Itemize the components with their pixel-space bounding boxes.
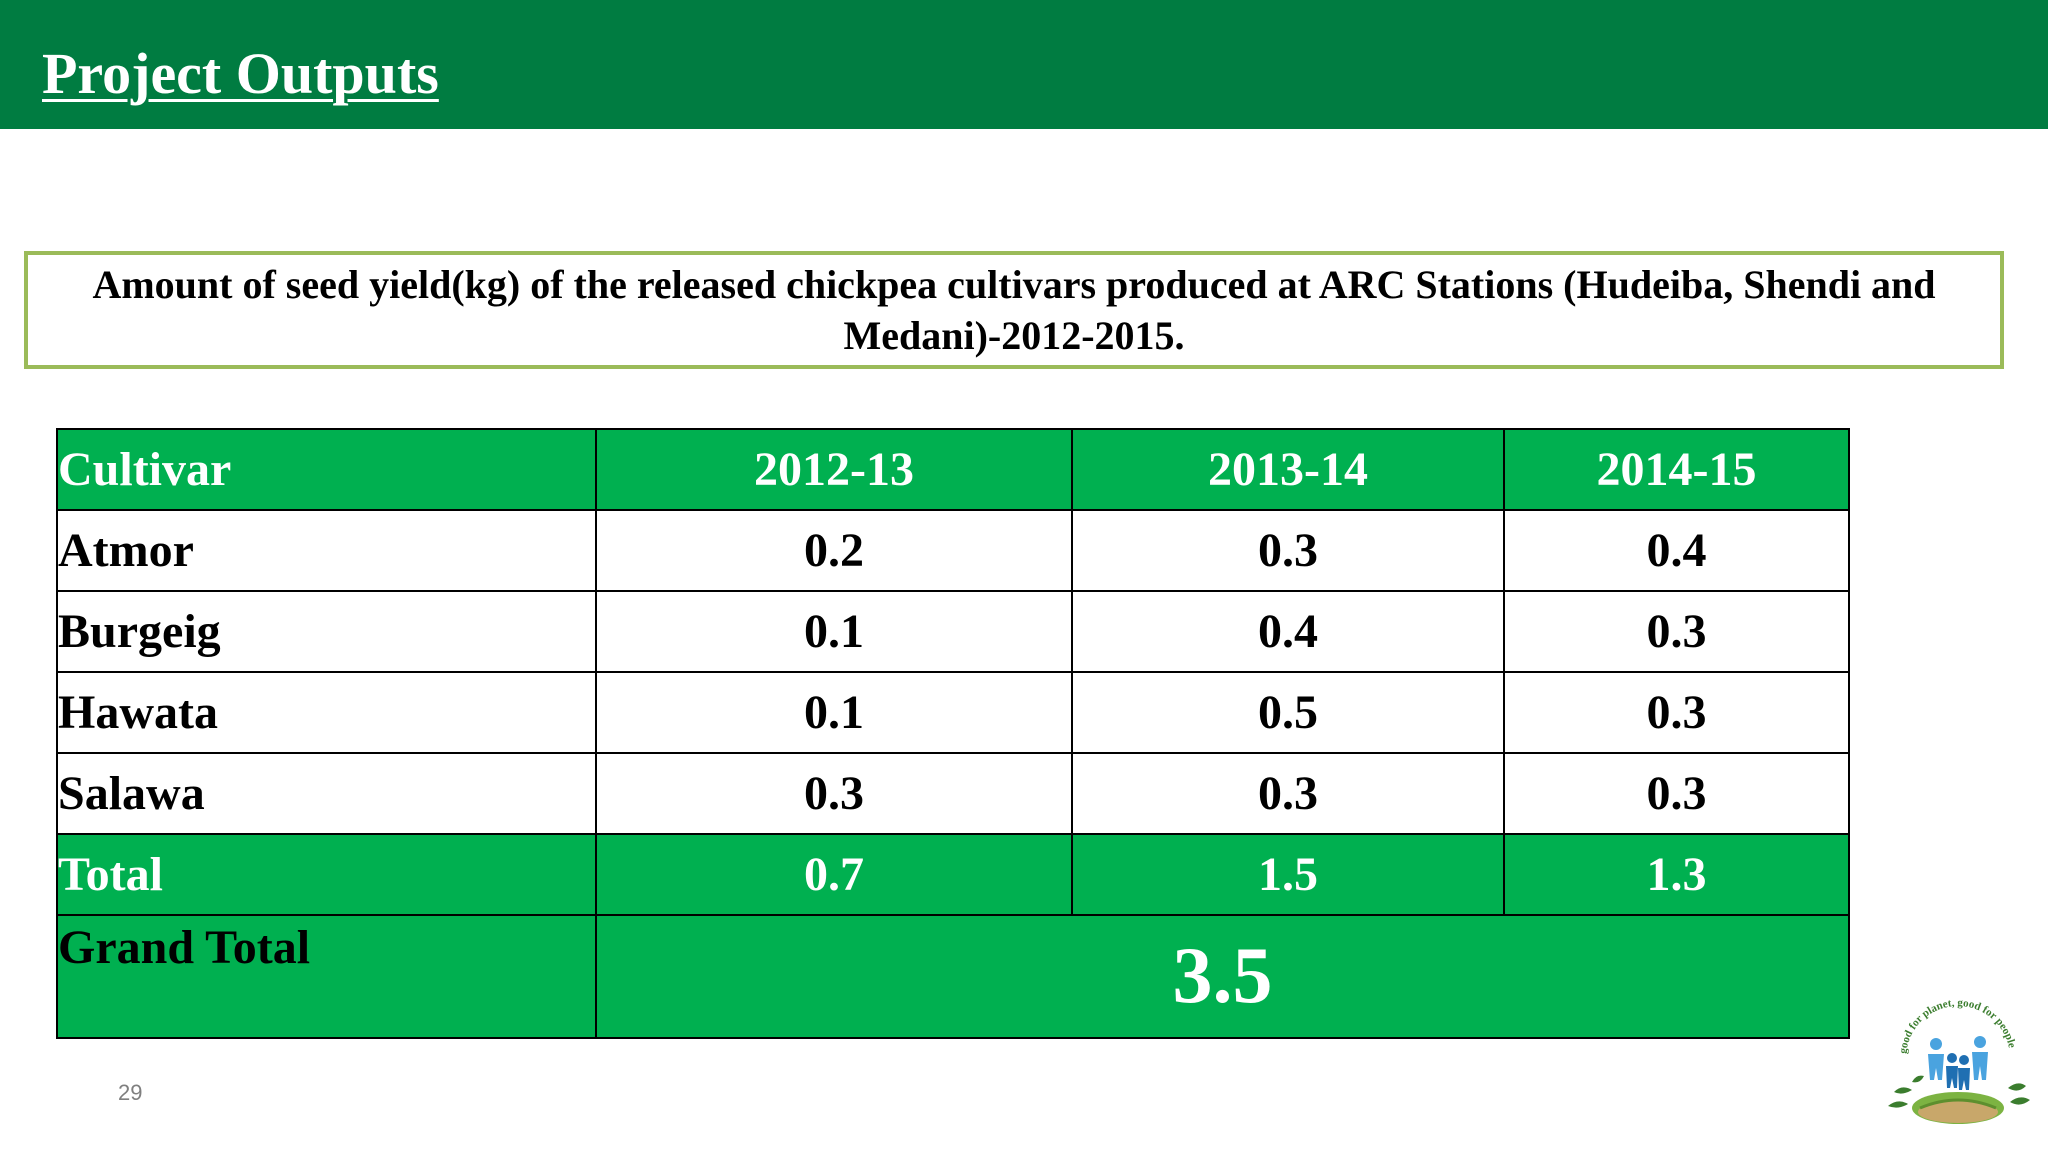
yield-value: 0.3 [1503, 671, 1850, 754]
table-row: Hawata 0.1 0.5 0.3 [56, 671, 1850, 754]
yield-value: 0.3 [1503, 752, 1850, 835]
yield-value: 0.2 [595, 509, 1073, 592]
grand-total-label: Grand Total [56, 914, 597, 1039]
table-caption: Amount of seed yield(kg) of the released… [92, 262, 1936, 358]
cultivar-name: Atmor [56, 509, 597, 592]
total-value: 0.7 [595, 833, 1073, 916]
grand-total-value: 3.5 [595, 914, 1850, 1039]
yield-value: 0.3 [1071, 752, 1505, 835]
table-header-row: Cultivar 2012-13 2013-14 2014-15 [56, 428, 1850, 511]
table-row: Salawa 0.3 0.3 0.3 [56, 752, 1850, 835]
yield-value: 0.3 [1071, 509, 1505, 592]
yield-value: 0.3 [1503, 590, 1850, 673]
people-planet-logo-icon: good for planet, good for people [1888, 997, 2030, 1124]
yield-value: 0.5 [1071, 671, 1505, 754]
svg-text:good for planet, good for peop: good for planet, good for people [1897, 997, 2018, 1054]
yield-value: 0.1 [595, 590, 1073, 673]
caption-box: Amount of seed yield(kg) of the released… [24, 251, 2004, 369]
slide-title: Project Outputs [42, 41, 439, 106]
seed-yield-table: Cultivar 2012-13 2013-14 2014-15 Atmor 0… [56, 428, 1850, 1039]
yield-value: 0.3 [595, 752, 1073, 835]
header-bar: Project Outputs [0, 0, 2048, 129]
header-cell-2013-14: 2013-14 [1071, 428, 1505, 511]
yield-value: 0.4 [1071, 590, 1505, 673]
yield-value: 0.1 [595, 671, 1073, 754]
page-number: 29 [118, 1080, 143, 1105]
total-row: Total 0.7 1.5 1.3 [56, 833, 1850, 916]
yield-value: 0.4 [1503, 509, 1850, 592]
cultivar-name: Burgeig [56, 590, 597, 673]
grand-total-row: Grand Total 3.5 [56, 914, 1850, 1039]
table-row: Burgeig 0.1 0.4 0.3 [56, 590, 1850, 673]
cultivar-name: Hawata [56, 671, 597, 754]
total-label: Total [56, 833, 597, 916]
header-cell-2014-15: 2014-15 [1503, 428, 1850, 511]
cultivar-name: Salawa [56, 752, 597, 835]
header-cell-2012-13: 2012-13 [595, 428, 1073, 511]
total-value: 1.3 [1503, 833, 1850, 916]
header-cell-cultivar: Cultivar [56, 428, 597, 511]
total-value: 1.5 [1071, 833, 1505, 916]
table-row: Atmor 0.2 0.3 0.4 [56, 509, 1850, 592]
